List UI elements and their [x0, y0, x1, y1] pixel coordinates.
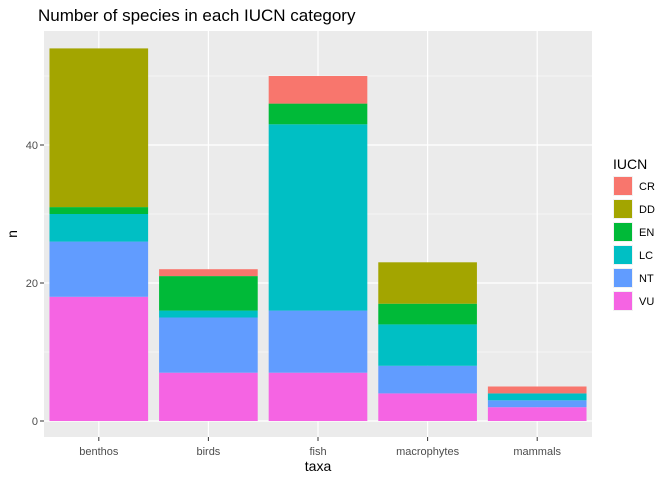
- y-tick-label: 40: [26, 140, 38, 152]
- legend-label-dd: DD: [639, 204, 655, 216]
- bar-birds-lc: [159, 310, 258, 318]
- bar-birds-vu: [159, 372, 258, 421]
- legend-key-vu: [614, 292, 632, 310]
- bar-benthos-vu: [49, 296, 149, 421]
- bar-birds-en: [159, 276, 258, 311]
- y-tick-label: 20: [26, 278, 38, 290]
- bar-macrophytes-dd: [378, 262, 477, 304]
- bar-benthos-dd: [49, 48, 149, 208]
- x-tick-label: macrophytes: [396, 446, 459, 458]
- bar-macrophytes-lc: [378, 324, 477, 366]
- bar-benthos-en: [49, 207, 149, 214]
- bar-mammals-nt: [487, 400, 587, 408]
- x-tick-label: mammals: [513, 446, 561, 458]
- legend-label-vu: VU: [639, 296, 654, 308]
- legend-key-dd: [614, 200, 632, 218]
- legend-label-en: EN: [639, 227, 654, 239]
- bar-fish-cr: [268, 76, 368, 104]
- y-axis-title: n: [4, 230, 20, 238]
- chart-title: Number of species in each IUCN category: [38, 6, 356, 25]
- x-tick-label: fish: [309, 446, 326, 458]
- x-axis-title: taxa: [305, 458, 332, 474]
- bar-benthos-lc: [49, 214, 149, 242]
- bar-macrophytes-nt: [378, 365, 477, 394]
- bar-mammals-cr: [487, 386, 587, 394]
- legend-key-lc: [614, 246, 632, 264]
- bar-mammals-vu: [487, 407, 587, 421]
- bar-mammals-lc: [487, 393, 587, 401]
- legend-label-lc: LC: [639, 250, 653, 262]
- legend: IUCN CR DD EN LC NT VU: [613, 156, 655, 311]
- x-tick-label: benthos: [79, 446, 119, 458]
- legend-label-cr: CR: [639, 181, 655, 193]
- y-tick-label: 0: [32, 416, 38, 428]
- bar-macrophytes-en: [378, 303, 477, 325]
- bar-macrophytes-vu: [378, 393, 477, 421]
- x-axis: benthos birds fish macrophytes mammals: [79, 437, 562, 458]
- bar-birds-cr: [159, 269, 258, 277]
- legend-key-en: [614, 223, 632, 241]
- legend-items: CR DD EN LC NT VU: [613, 176, 655, 311]
- bar-fish-nt: [268, 310, 368, 373]
- legend-key-nt: [614, 269, 632, 287]
- x-tick-label: birds: [196, 446, 220, 458]
- bar-birds-nt: [159, 317, 258, 373]
- bar-benthos-nt: [49, 241, 149, 297]
- legend-title: IUCN: [613, 156, 647, 172]
- legend-key-cr: [614, 177, 632, 195]
- bar-fish-vu: [268, 372, 368, 421]
- bars: [49, 48, 587, 421]
- bar-fish-en: [268, 103, 368, 125]
- legend-label-nt: NT: [639, 273, 654, 285]
- y-axis: 0 20 40: [26, 140, 44, 428]
- bar-fish-lc: [268, 124, 368, 311]
